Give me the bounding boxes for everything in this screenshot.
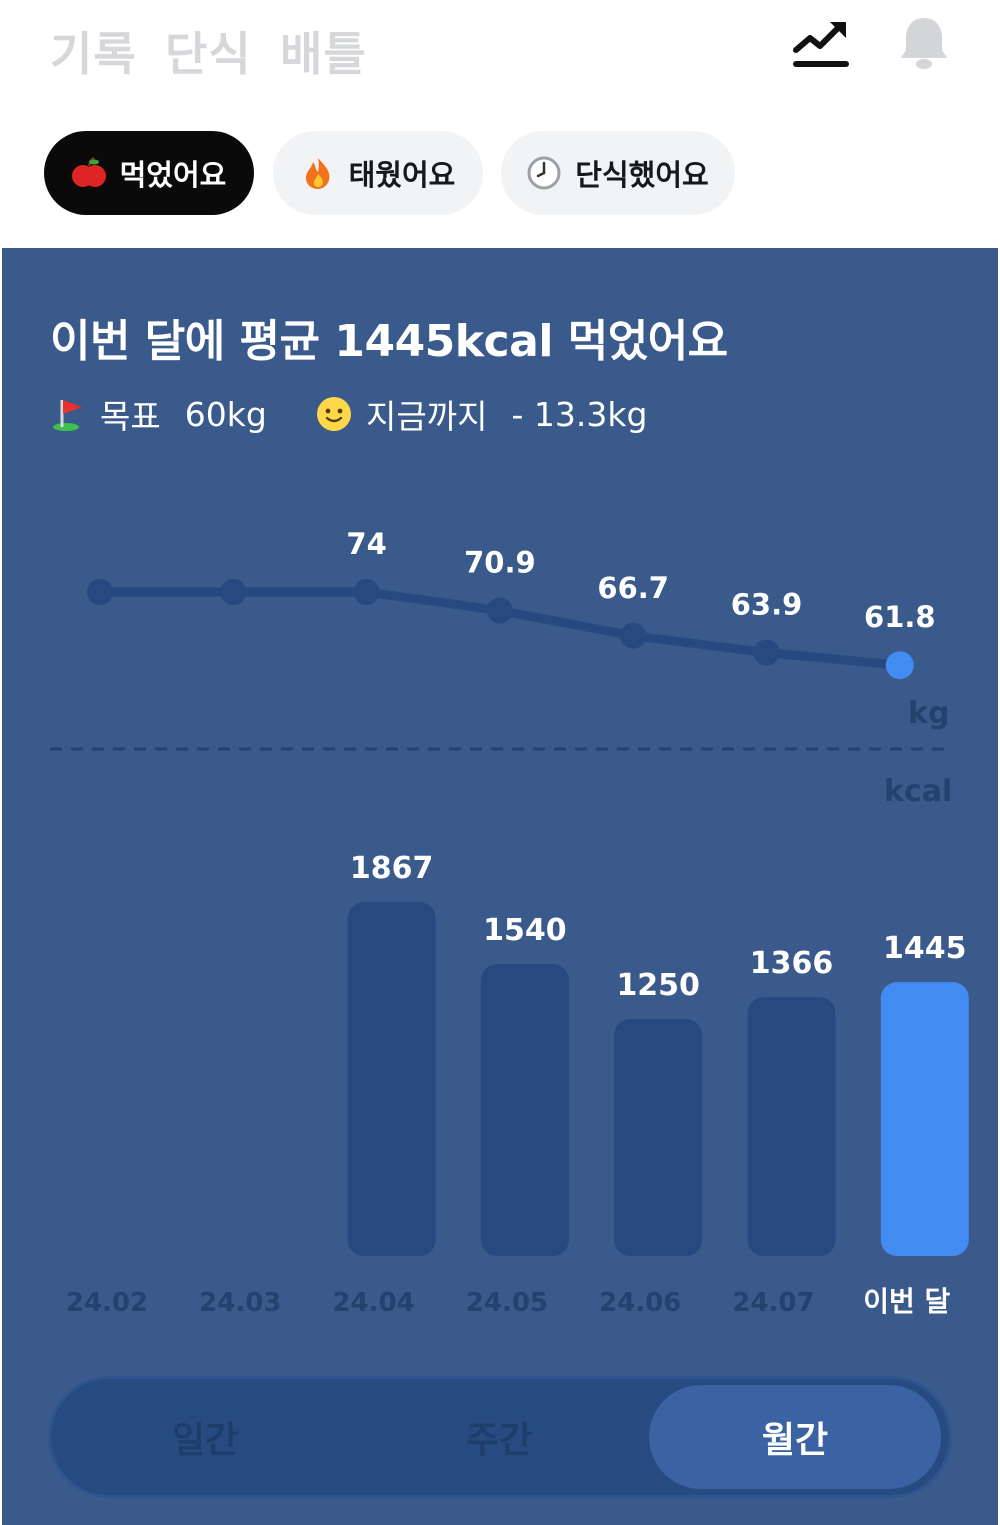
category-label: 이번 달	[863, 1285, 950, 1318]
kcal-unit-label: kcal	[884, 774, 953, 809]
kcal-label: 1867	[350, 851, 434, 886]
weight-point	[753, 639, 780, 666]
kcal-bar	[347, 902, 436, 1256]
kg-unit-label: kg	[908, 696, 950, 731]
kcal-label: 1366	[750, 946, 834, 981]
progress-label: 지금까지	[366, 397, 488, 436]
summary-headline: 이번 달에 평균 1445kcal 먹었어요	[50, 316, 728, 367]
category-label: 24.04	[332, 1288, 414, 1318]
weight-point	[486, 597, 513, 624]
kcal-bar	[747, 997, 836, 1256]
chip-burned[interactable]: 태웠어요	[273, 131, 483, 215]
weight-label: 61.8	[864, 600, 936, 634]
kcal-label: 1540	[483, 913, 567, 948]
progress-value: - 13.3kg	[511, 394, 648, 434]
segment-monthly[interactable]: 월간	[649, 1385, 941, 1489]
kcal-label: 1250	[616, 968, 700, 1003]
golf-flag-icon	[53, 400, 82, 431]
tab-fasting[interactable]: 단식	[165, 27, 252, 81]
stats-panel	[2, 248, 998, 1525]
weight-label: 74	[346, 527, 386, 561]
weight-point	[885, 651, 914, 680]
goal-label: 목표	[100, 397, 161, 436]
category-label: 24.02	[66, 1288, 148, 1318]
chip-fasted-label: 단식했어요	[575, 158, 709, 192]
kcal-label: 1445	[883, 931, 967, 966]
segment-weekly[interactable]: 주간	[465, 1420, 533, 1461]
fire-icon	[305, 158, 330, 189]
category-label: 24.06	[599, 1288, 681, 1318]
category-label: 24.07	[732, 1288, 814, 1318]
weight-label: 66.7	[597, 571, 669, 605]
chip-ate[interactable]: 먹었어요	[44, 131, 254, 215]
chip-fasted[interactable]: 단식했어요	[501, 131, 735, 215]
clock-icon	[527, 156, 561, 190]
category-label: 24.05	[466, 1288, 548, 1318]
chip-burned-label: 태웠어요	[348, 158, 456, 192]
kcal-bar	[614, 1019, 703, 1256]
weight-point	[220, 579, 247, 605]
segment-daily[interactable]: 일간	[171, 1420, 239, 1461]
category-label: 24.03	[199, 1288, 281, 1318]
goal-row: 목표 60kg	[50, 390, 267, 438]
goal-value: 60kg	[184, 394, 267, 434]
apple-icon	[71, 156, 106, 187]
smile-face-icon	[317, 397, 351, 431]
tab-record[interactable]: 기록	[50, 27, 137, 81]
weight-point	[353, 579, 380, 605]
trend-icon[interactable]	[792, 18, 850, 70]
tab-battle[interactable]: 배틀	[280, 27, 367, 81]
kcal-bar	[480, 964, 569, 1256]
weight-label: 70.9	[464, 546, 536, 580]
progress-row: 지금까지 - 13.3kg	[316, 390, 647, 438]
weight-label: 63.9	[731, 588, 803, 622]
weight-point	[620, 622, 647, 649]
bell-icon[interactable]	[898, 14, 950, 72]
chip-ate-label: 먹었어요	[119, 158, 227, 192]
top-header: 기록 단식 배틀	[0, 0, 1000, 95]
period-segment-control: 일간 주간 월간	[48, 1376, 952, 1498]
weight-point	[87, 579, 113, 605]
kcal-bar	[880, 982, 969, 1256]
